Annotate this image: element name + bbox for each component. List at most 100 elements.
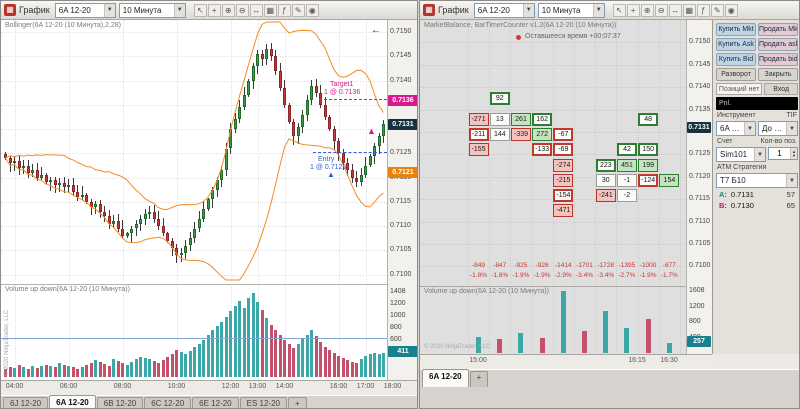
candle [35, 170, 39, 178]
spinner-arrows-icon[interactable]: ▲ ▼ [790, 148, 797, 159]
volume-bar [323, 346, 327, 377]
market-balance-cell: -69 [553, 143, 574, 156]
column-percent: -1.9% [533, 272, 551, 279]
volume-bar [256, 301, 259, 377]
right-titlebar[interactable]: ▦ График 6A 12-20 ▼ 10 Минута ▼ ↖ + ⊕ ⊖ ↔ ▦ ƒ ✎… [420, 1, 799, 20]
interval-combo[interactable]: 10 Минута ▼ [118, 2, 186, 18]
trader-instrument-combo[interactable]: 6A 12-20 ▼ [716, 121, 756, 136]
add-tab-button[interactable]: + [287, 397, 307, 408]
market-balance-cell: 92 [489, 92, 510, 105]
volume-bar [179, 351, 183, 377]
cursor-icon[interactable]: ↖ [193, 3, 207, 17]
zoom-in-icon[interactable]: ⊕ [221, 3, 235, 17]
account-combo[interactable]: Sim101 ▼ [716, 147, 766, 162]
interval-combo[interactable]: 10 Минута ▼ [537, 2, 605, 18]
tab-6e-12-20[interactable]: 6E 12-20 [192, 397, 239, 408]
volume-bar [94, 360, 97, 377]
jump-to-end-arrow[interactable]: ← [371, 25, 381, 36]
quantity-stepper[interactable]: 1 ▲ ▼ [768, 147, 798, 160]
buy-bid-button[interactable]: Купить Bid [716, 53, 756, 66]
left-volume-plot[interactable] [1, 284, 387, 380]
price-axis-label: 0.7140 [390, 76, 412, 84]
chevron-down-icon: ▼ [173, 3, 185, 17]
account-field-label: Счет [717, 138, 733, 145]
chart-style-icon[interactable]: ▦ [682, 3, 696, 17]
candle [62, 182, 66, 188]
cursor-icon[interactable]: ↖ [612, 3, 626, 17]
atm-strategy-combo[interactable]: Т7 Б10 ▼ [716, 173, 798, 188]
pan-icon[interactable]: ↔ [668, 3, 682, 17]
candle [13, 160, 16, 163]
candle [76, 192, 79, 197]
entry-mode-label[interactable]: Вход [764, 83, 798, 95]
draw-icon[interactable]: ✎ [291, 3, 305, 17]
candle [328, 117, 331, 130]
volume-bar [166, 357, 169, 377]
tab-6a-12-20[interactable]: 6A 12-20 [49, 395, 96, 408]
chart-style-icon[interactable]: ▦ [263, 3, 277, 17]
snapshot-icon[interactable]: ◉ [305, 3, 319, 17]
volume-bar [224, 316, 228, 377]
volume-bar [350, 361, 354, 377]
ask-price: 0.7131 [730, 190, 754, 199]
indicators-icon[interactable]: ƒ [696, 3, 710, 17]
tab-6a-12-20[interactable]: 6A 12-20 [422, 369, 469, 387]
price-axis-label: 0.7145 [390, 52, 412, 60]
right-price-axis[interactable]: 0.71500.71450.71400.71350.71300.71250.71… [686, 20, 712, 354]
grid-line-v [176, 285, 178, 380]
column-total: -1395 [618, 262, 636, 269]
crosshair-icon[interactable]: + [626, 3, 640, 17]
column-percent: -1.7% [660, 272, 678, 279]
target-annotation-qty: 1 @ 0.7136 [324, 89, 361, 96]
instrument-combo[interactable]: 6A 12-20 ▼ [473, 2, 535, 18]
entry-arrow-icon: ▲ [327, 170, 335, 179]
zoom-out-icon[interactable]: ⊖ [654, 3, 668, 17]
candle [161, 226, 165, 234]
left-price-plot[interactable]: Target1 1 @ 0.7136 Entry 1 @ 0.7125 ▲ ▲ [1, 20, 387, 282]
snapshot-icon[interactable]: ◉ [724, 3, 738, 17]
volume-bar [85, 365, 88, 377]
grid-line-v [176, 20, 178, 282]
add-tab-button[interactable]: + [469, 371, 489, 387]
reverse-button[interactable]: Разворот [716, 68, 756, 81]
left-titlebar[interactable]: ▦ График 6A 12-20 ▼ 10 Минута ▼ ↖ + ⊕ ⊖ ↔ ▦ ƒ ✎… [1, 1, 417, 20]
right-price-plot[interactable]: Оставшееся время +00:07:37 92 -271 13 261 162… [420, 20, 686, 284]
volume-bar [346, 359, 349, 377]
buy-market-button[interactable]: Купить Mkt [716, 23, 756, 36]
grid-line-h [1, 201, 387, 203]
time-axis-label: 16:00 [329, 383, 348, 390]
grid-line-v [510, 20, 512, 284]
sell-bid-button[interactable]: Продать bid [758, 53, 798, 66]
buy-ask-button[interactable]: Купить Ask [716, 38, 756, 51]
instrument-combo[interactable]: 6A 12-20 ▼ [54, 2, 116, 18]
candle [188, 238, 192, 246]
volume-bar [666, 343, 672, 353]
zoom-out-icon[interactable]: ⊖ [235, 3, 249, 17]
tif-combo[interactable]: До ис... ▼ [758, 121, 798, 136]
candle [134, 223, 138, 229]
left-price-axis[interactable]: 0.71500.71450.71400.71350.71300.71250.71… [387, 20, 417, 380]
tab-6b-12-20[interactable]: 6B 12-20 [96, 397, 144, 408]
candle [157, 218, 160, 227]
tab-6j-12-20[interactable]: 6J 12-20 [3, 397, 49, 408]
price-axis-label: 0.7135 [689, 105, 711, 113]
candle [215, 180, 219, 190]
bid-quote-row: B: 0.7130 65 [716, 201, 798, 210]
sell-market-button[interactable]: Продать Mk [758, 23, 798, 36]
candle [184, 245, 187, 253]
tab-6c-12-20[interactable]: 6C 12-20 [144, 397, 192, 408]
candle [197, 218, 201, 229]
volume-bar [355, 362, 358, 377]
zoom-in-icon[interactable]: ⊕ [640, 3, 654, 17]
sell-ask-button[interactable]: Продать ask [758, 38, 798, 51]
right-volume-plot[interactable] [420, 286, 686, 354]
volume-bar [497, 339, 503, 353]
indicators-icon[interactable]: ƒ [277, 3, 291, 17]
pan-icon[interactable]: ↔ [249, 3, 263, 17]
draw-icon[interactable]: ✎ [710, 3, 724, 17]
crosshair-icon[interactable]: + [207, 3, 221, 17]
close-position-button[interactable]: Закрыть [758, 68, 798, 81]
market-balance-cell: 48 [638, 113, 659, 126]
tab-es-12-20[interactable]: ES 12-20 [239, 397, 287, 408]
